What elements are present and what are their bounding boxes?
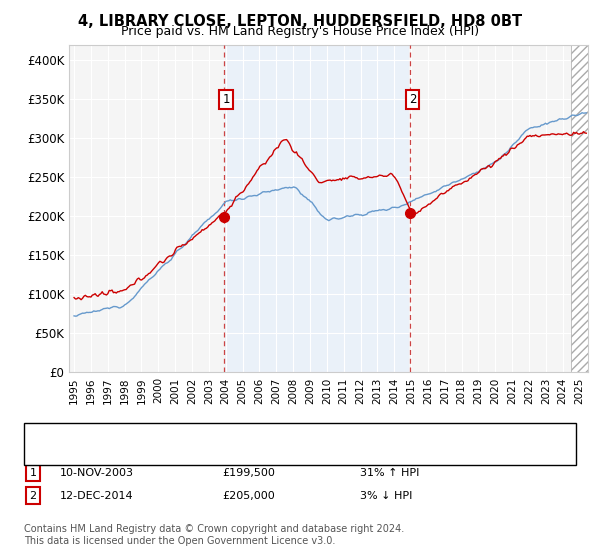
Text: 3% ↓ HPI: 3% ↓ HPI xyxy=(360,491,412,501)
Text: 31% ↑ HPI: 31% ↑ HPI xyxy=(360,468,419,478)
Text: Price paid vs. HM Land Registry's House Price Index (HPI): Price paid vs. HM Land Registry's House … xyxy=(121,25,479,38)
Text: 4, LIBRARY CLOSE, LEPTON, HUDDERSFIELD, HD8 0BT: 4, LIBRARY CLOSE, LEPTON, HUDDERSFIELD, … xyxy=(78,14,522,29)
Text: HPI: Average price, detached house, Kirklees: HPI: Average price, detached house, Kirk… xyxy=(69,445,314,455)
Text: 1: 1 xyxy=(222,93,230,106)
Text: 12-DEC-2014: 12-DEC-2014 xyxy=(60,491,134,501)
Text: £205,000: £205,000 xyxy=(222,491,275,501)
Text: £199,500: £199,500 xyxy=(222,468,275,478)
Text: Contains HM Land Registry data © Crown copyright and database right 2024.
This d: Contains HM Land Registry data © Crown c… xyxy=(24,524,404,545)
Bar xyxy=(571,45,588,372)
Text: —: — xyxy=(36,426,52,440)
Text: 4, LIBRARY CLOSE, LEPTON, HUDDERSFIELD, HD8 0BT (detached house): 4, LIBRARY CLOSE, LEPTON, HUDDERSFIELD, … xyxy=(69,428,464,438)
Text: 2: 2 xyxy=(409,93,416,106)
Text: 10-NOV-2003: 10-NOV-2003 xyxy=(60,468,134,478)
Text: —: — xyxy=(36,442,52,457)
Text: 2: 2 xyxy=(29,491,37,501)
Text: 1: 1 xyxy=(29,468,37,478)
